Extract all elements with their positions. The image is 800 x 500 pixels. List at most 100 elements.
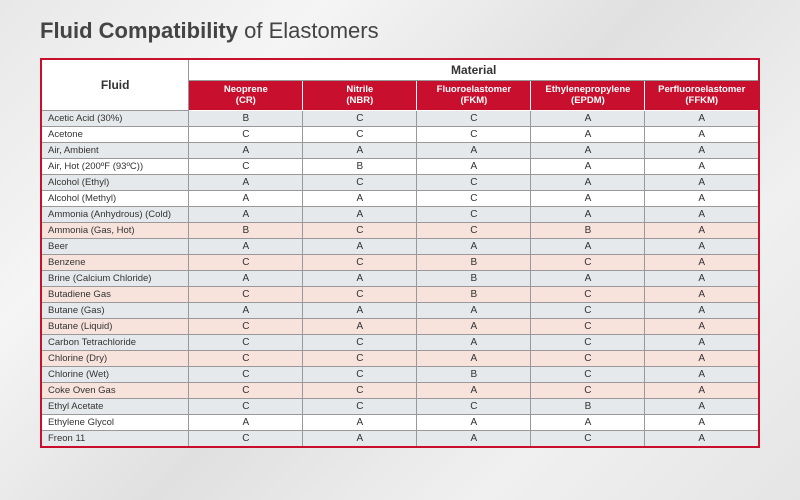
rating-cell: C: [189, 158, 303, 174]
rating-cell: A: [531, 158, 645, 174]
rating-cell: A: [417, 302, 531, 318]
title-rest: of Elastomers: [238, 18, 379, 43]
fluid-name-cell: Ammonia (Gas, Hot): [41, 222, 189, 238]
rating-cell: A: [645, 382, 759, 398]
fluid-name-cell: Air, Hot (200ºF (93ºC)): [41, 158, 189, 174]
rating-cell: A: [303, 270, 417, 286]
rating-cell: C: [303, 366, 417, 382]
table-row: Acetic Acid (30%)BCCAA: [41, 110, 759, 126]
header-material-col: Ethylenepropylene(EPDM): [531, 81, 645, 111]
rating-cell: A: [645, 110, 759, 126]
table-row: Alcohol (Ethyl)ACCAA: [41, 174, 759, 190]
rating-cell: A: [645, 142, 759, 158]
rating-cell: C: [303, 350, 417, 366]
rating-cell: A: [189, 190, 303, 206]
rating-cell: A: [303, 190, 417, 206]
fluid-name-cell: Benzene: [41, 254, 189, 270]
rating-cell: C: [189, 350, 303, 366]
rating-cell: C: [189, 366, 303, 382]
fluid-name-cell: Chlorine (Wet): [41, 366, 189, 382]
rating-cell: A: [531, 174, 645, 190]
rating-cell: A: [645, 190, 759, 206]
rating-cell: B: [417, 270, 531, 286]
table-row: Coke Oven GasCCACA: [41, 382, 759, 398]
compatibility-table: Fluid Material Neoprene(CR)Nitrile(NBR)F…: [40, 58, 760, 448]
rating-cell: A: [645, 414, 759, 430]
fluid-name-cell: Butane (Liquid): [41, 318, 189, 334]
rating-cell: C: [189, 334, 303, 350]
rating-cell: C: [189, 382, 303, 398]
rating-cell: A: [189, 414, 303, 430]
rating-cell: A: [645, 350, 759, 366]
rating-cell: A: [303, 206, 417, 222]
rating-cell: C: [531, 286, 645, 302]
rating-cell: A: [303, 142, 417, 158]
rating-cell: C: [531, 430, 645, 447]
rating-cell: C: [531, 334, 645, 350]
rating-cell: A: [645, 158, 759, 174]
rating-cell: B: [531, 222, 645, 238]
rating-cell: C: [417, 206, 531, 222]
rating-cell: A: [303, 414, 417, 430]
rating-cell: A: [531, 238, 645, 254]
rating-cell: A: [645, 238, 759, 254]
rating-cell: A: [189, 142, 303, 158]
rating-cell: A: [189, 238, 303, 254]
rating-cell: A: [417, 142, 531, 158]
rating-cell: A: [417, 414, 531, 430]
fluid-name-cell: Butane (Gas): [41, 302, 189, 318]
rating-cell: B: [417, 366, 531, 382]
rating-cell: A: [645, 318, 759, 334]
fluid-name-cell: Coke Oven Gas: [41, 382, 189, 398]
header-material-col: Neoprene(CR): [189, 81, 303, 111]
rating-cell: B: [531, 398, 645, 414]
rating-cell: A: [645, 254, 759, 270]
rating-cell: C: [531, 318, 645, 334]
table-row: Carbon TetrachlorideCCACA: [41, 334, 759, 350]
rating-cell: C: [417, 190, 531, 206]
fluid-name-cell: Freon 11: [41, 430, 189, 447]
rating-cell: C: [531, 366, 645, 382]
rating-cell: C: [189, 126, 303, 142]
rating-cell: A: [531, 190, 645, 206]
rating-cell: C: [189, 430, 303, 447]
fluid-name-cell: Brine (Calcium Chloride): [41, 270, 189, 286]
header-material-col: Fluoroelastomer(FKM): [417, 81, 531, 111]
rating-cell: C: [531, 302, 645, 318]
rating-cell: A: [531, 414, 645, 430]
rating-cell: C: [189, 318, 303, 334]
rating-cell: A: [645, 206, 759, 222]
fluid-name-cell: Alcohol (Ethyl): [41, 174, 189, 190]
fluid-name-cell: Alcohol (Methyl): [41, 190, 189, 206]
table-row: Butane (Gas)AAACA: [41, 302, 759, 318]
rating-cell: A: [531, 270, 645, 286]
fluid-name-cell: Acetic Acid (30%): [41, 110, 189, 126]
rating-cell: C: [189, 254, 303, 270]
rating-cell: C: [303, 334, 417, 350]
rating-cell: A: [189, 270, 303, 286]
table-row: Ammonia (Gas, Hot)BCCBA: [41, 222, 759, 238]
table-row: Air, AmbientAAAAA: [41, 142, 759, 158]
rating-cell: C: [417, 174, 531, 190]
rating-cell: A: [417, 350, 531, 366]
rating-cell: A: [645, 334, 759, 350]
rating-cell: C: [417, 398, 531, 414]
rating-cell: C: [303, 126, 417, 142]
table-row: Chlorine (Dry)CCACA: [41, 350, 759, 366]
rating-cell: A: [189, 174, 303, 190]
rating-cell: C: [417, 126, 531, 142]
rating-cell: C: [303, 286, 417, 302]
table-row: BenzeneCCBCA: [41, 254, 759, 270]
fluid-name-cell: Butadiene Gas: [41, 286, 189, 302]
rating-cell: B: [303, 158, 417, 174]
header-material-col: Nitrile(NBR): [303, 81, 417, 111]
rating-cell: C: [303, 398, 417, 414]
header-fluid: Fluid: [41, 59, 189, 110]
table-row: Brine (Calcium Chloride)AABAA: [41, 270, 759, 286]
rating-cell: A: [189, 302, 303, 318]
rating-cell: C: [417, 222, 531, 238]
table-row: Freon 11CAACA: [41, 430, 759, 447]
rating-cell: B: [189, 222, 303, 238]
rating-cell: A: [303, 430, 417, 447]
table-row: Alcohol (Methyl)AACAA: [41, 190, 759, 206]
